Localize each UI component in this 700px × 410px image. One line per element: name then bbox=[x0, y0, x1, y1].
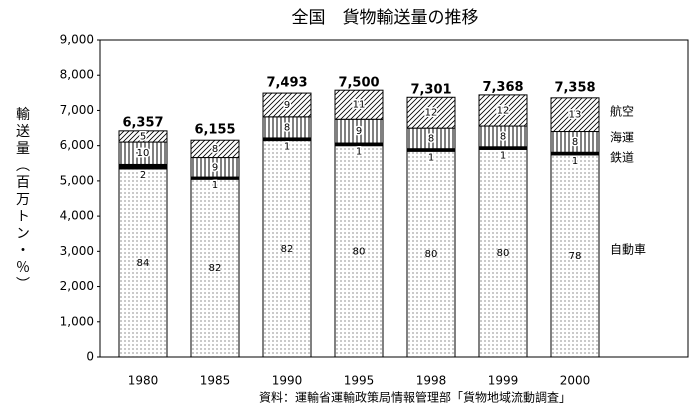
segment-label: 8 bbox=[428, 133, 434, 144]
segment-label: 78 bbox=[569, 251, 582, 262]
segment-label: 1 bbox=[428, 152, 434, 163]
segment-label: 80 bbox=[353, 246, 366, 257]
segment-label: 84 bbox=[137, 258, 150, 269]
y-tick-label: 2,000 bbox=[60, 279, 94, 293]
x-tick-label: 2000 bbox=[560, 374, 591, 388]
y-tick-label: 1,000 bbox=[60, 314, 94, 328]
segment-label: 13 bbox=[569, 110, 582, 121]
legend-label: 鉄道 bbox=[610, 150, 634, 165]
source-note: 資料：運輸省運輸政策局情報管理部「貨物地域流動調査」 bbox=[259, 390, 571, 405]
y-tick-label: 8,000 bbox=[60, 68, 94, 82]
segment-label: 12 bbox=[497, 105, 510, 116]
segment-label: 10 bbox=[137, 148, 150, 159]
segment-label: 11 bbox=[353, 100, 366, 111]
total-label: 7,493 bbox=[266, 76, 307, 91]
x-tick-label: 1985 bbox=[200, 374, 231, 388]
legend-label: 航空 bbox=[610, 104, 634, 119]
bar-segment bbox=[118, 130, 168, 143]
segment-label: 1 bbox=[284, 142, 290, 153]
bar-segment bbox=[334, 89, 384, 120]
bar-segment bbox=[190, 139, 240, 159]
bar-segment bbox=[550, 154, 600, 358]
segment-label: 1 bbox=[212, 180, 218, 191]
legend-label: 自動車 bbox=[610, 243, 646, 257]
bar-segment bbox=[406, 96, 456, 129]
total-label: 6,155 bbox=[194, 123, 235, 138]
segment-label: 5 bbox=[140, 131, 146, 142]
x-tick-label: 1999 bbox=[488, 374, 519, 388]
segment-label: 8 bbox=[572, 137, 578, 148]
x-tick-label: 1990 bbox=[272, 374, 303, 388]
y-tick-label: 4,000 bbox=[60, 209, 94, 223]
legend-label: 海運 bbox=[610, 130, 634, 145]
segment-label: 8 bbox=[500, 131, 506, 142]
segment-label: 8 bbox=[212, 144, 218, 155]
segment-label: 82 bbox=[209, 263, 222, 274]
segment-label: 82 bbox=[281, 244, 294, 255]
segment-label: 1 bbox=[356, 147, 362, 158]
segment-label: 1 bbox=[572, 156, 578, 167]
bar-segment bbox=[262, 92, 312, 118]
bar-segment bbox=[262, 140, 312, 358]
bar-segment bbox=[118, 163, 168, 170]
segment-label: 9 bbox=[356, 126, 362, 137]
segment-label: 80 bbox=[425, 249, 438, 260]
segment-label: 9 bbox=[212, 162, 218, 173]
segment-label: 80 bbox=[497, 248, 510, 259]
total-label: 7,301 bbox=[410, 82, 451, 97]
segment-label: 2 bbox=[140, 170, 146, 181]
y-tick-label: 5,000 bbox=[60, 173, 94, 187]
y-tick-label: 3,000 bbox=[60, 244, 94, 258]
bar-segment bbox=[478, 94, 528, 127]
y-tick-label: 9,000 bbox=[60, 33, 94, 47]
bar-segment bbox=[478, 148, 528, 358]
y-tick-label: 7,000 bbox=[60, 103, 94, 117]
y-axis-label: 輸送量（百万トン・％） bbox=[14, 107, 30, 294]
segment-label: 12 bbox=[425, 108, 438, 119]
y-tick-label: 6,000 bbox=[60, 138, 94, 152]
x-tick-label: 1998 bbox=[416, 374, 447, 388]
x-tick-label: 1995 bbox=[344, 374, 375, 388]
segment-label: 9 bbox=[284, 100, 290, 111]
total-label: 7,358 bbox=[554, 80, 595, 95]
total-label: 7,500 bbox=[338, 75, 379, 90]
x-tick-label: 1980 bbox=[128, 374, 159, 388]
total-label: 7,368 bbox=[482, 80, 523, 95]
segment-label: 1 bbox=[500, 150, 506, 161]
total-label: 6,357 bbox=[122, 116, 163, 131]
bar-segment bbox=[550, 97, 600, 133]
segment-label: 8 bbox=[284, 122, 290, 133]
plot-frame bbox=[99, 39, 689, 358]
y-tick-label: 0 bbox=[86, 350, 94, 364]
chart-title: 全国 貨物輸送量の推移 bbox=[292, 8, 479, 28]
